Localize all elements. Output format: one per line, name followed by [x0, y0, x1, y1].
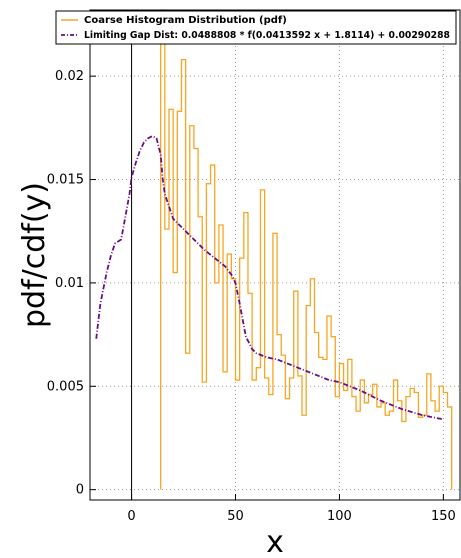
- legend-label-fit: Limiting Gap Dist: 0.0488808 * f(0.04135…: [84, 30, 450, 41]
- y-tick-label: 0.015: [47, 173, 84, 188]
- y-tick-label: 0.02: [55, 69, 84, 84]
- grid: [90, 10, 460, 500]
- axis-ticks: 0 50 100 150 0 0.005 0.01 0.015 0.02: [47, 69, 456, 524]
- y-tick-label: 0.005: [47, 379, 84, 394]
- y-tick-label: 0: [76, 483, 84, 498]
- x-axis-title: x: [266, 525, 284, 558]
- fit-curve-line: [95, 135, 444, 421]
- legend-box: [55, 10, 457, 45]
- y-axis-title: pdf/cdf(y): [17, 182, 52, 328]
- y-tick-label: 0.01: [55, 276, 84, 291]
- x-tick-label: 50: [227, 509, 244, 524]
- legend-label-histogram: Coarse Histogram Distribution (pdf): [84, 15, 287, 26]
- legend: Coarse Histogram Distribution (pdf) Limit…: [55, 10, 457, 45]
- histogram-step-line: [160, 9, 453, 490]
- plot-series: [95, 9, 453, 490]
- x-tick-label: 0: [127, 509, 135, 524]
- x-tick-label: 150: [431, 509, 456, 524]
- plot-frame: [89, 9, 461, 501]
- x-tick-label: 100: [327, 509, 352, 524]
